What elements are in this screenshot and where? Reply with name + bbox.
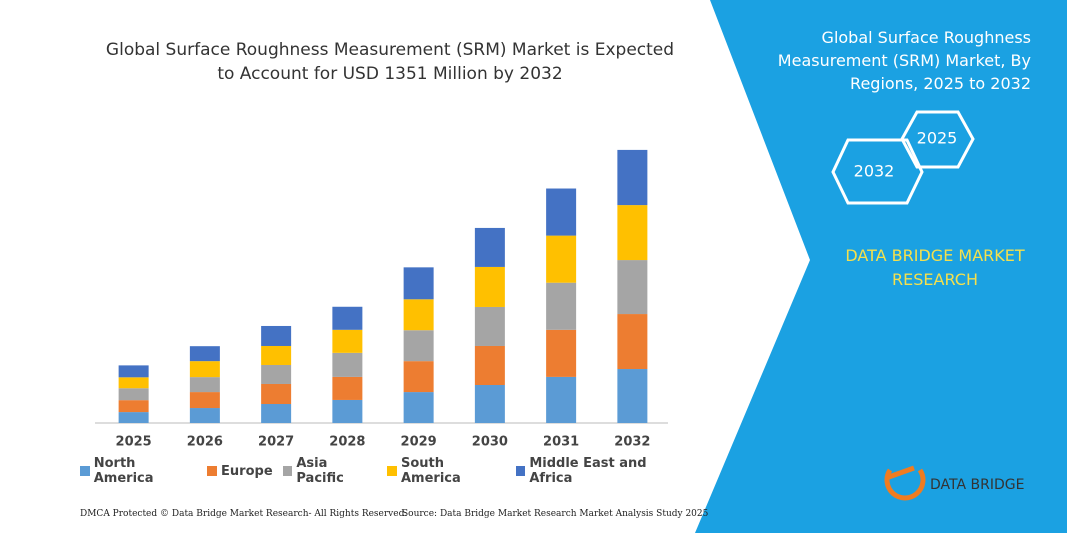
legend-swatch [387, 466, 397, 476]
side-panel-bg [695, 0, 1067, 533]
bar-segment [474, 227, 505, 267]
x-tick-label: 2025 [116, 435, 152, 450]
bar-segment [332, 352, 363, 377]
legend-label: South America [401, 456, 461, 486]
bar-segment [189, 361, 220, 378]
bar-segment [261, 403, 292, 423]
bar-segment [189, 392, 220, 409]
hexagon [900, 110, 975, 169]
bar-segment [403, 330, 434, 362]
legend-swatch [207, 466, 218, 476]
bar-segment [474, 306, 505, 346]
side-title: Global Surface Roughness Measurement (SR… [777, 28, 1031, 93]
bar-segment [474, 266, 505, 307]
bar-segment [617, 205, 648, 261]
legend-item: North America [80, 456, 197, 486]
bar-segment [546, 282, 577, 330]
bar-segment [332, 376, 363, 400]
bar-segment [617, 260, 648, 315]
bar-segment [118, 412, 149, 423]
x-tick-label: 2032 [614, 435, 650, 450]
bar-segment [332, 329, 363, 353]
bar-segment [546, 329, 577, 377]
hexagon [831, 138, 924, 205]
legend-item: Asia Pacific [282, 456, 378, 486]
x-tick-label: 2030 [472, 435, 508, 450]
bar-segment [189, 408, 220, 423]
hexagon-label: 2032 [854, 162, 895, 181]
chart-title: Global Surface Roughness Measurement (SR… [105, 40, 675, 84]
legend-label: North America [93, 456, 154, 486]
bar-segment [546, 235, 577, 283]
bar-segment [474, 384, 505, 423]
legend-label: Middle East and Africa [529, 456, 647, 486]
x-tick-label: 2026 [187, 435, 223, 450]
bar-segment [332, 306, 363, 330]
bar-segment [118, 365, 149, 378]
bar-segment [189, 377, 220, 393]
legend-item: South America [387, 456, 505, 486]
x-tick-label: 2029 [401, 435, 437, 450]
bar-segment [118, 400, 149, 413]
legend-swatch [515, 466, 526, 476]
bar-segment [617, 149, 648, 206]
x-tick-label: 2028 [329, 435, 365, 450]
bar-segment [403, 361, 434, 393]
logo-text: DATA BRIDGE [930, 477, 1024, 493]
bar-segment [118, 388, 149, 401]
legend: North America Europe Asia Pacific South Ame… [80, 456, 690, 486]
bar-segment [546, 188, 577, 236]
bar-segment [403, 392, 434, 423]
x-tick-label: 2027 [258, 435, 294, 450]
bar-segment [261, 383, 292, 404]
legend-item: Europe [207, 456, 273, 486]
footer-left: DMCA Protected © Data Bridge Market Rese… [80, 509, 408, 519]
legend-swatch [80, 466, 90, 476]
x-tick-label: 2031 [543, 435, 579, 450]
bar-segment [474, 345, 505, 385]
logo-icon [884, 465, 926, 501]
footer-right: Source: Data Bridge Market Research Mark… [402, 509, 709, 519]
bar-segment [189, 346, 220, 362]
bar-segment [261, 364, 292, 384]
hexagon-label: 2025 [917, 129, 958, 148]
brand: DATA BRIDGE MARKET RESEARCH [845, 246, 1025, 289]
bar-segment [546, 376, 577, 423]
bar-segment [617, 314, 648, 370]
bar-segment [261, 325, 292, 346]
legend-item: Middle East and Africa [515, 456, 690, 486]
bar-segment [332, 399, 363, 423]
legend-label: Asia Pacific [296, 456, 344, 486]
bar-segment [118, 377, 149, 389]
bar-segment [261, 345, 292, 365]
bar-segment [403, 299, 434, 331]
legend-label: Europe [221, 463, 273, 479]
bar-segment [617, 369, 648, 423]
bar-segment [403, 267, 434, 300]
legend-swatch [282, 466, 293, 476]
